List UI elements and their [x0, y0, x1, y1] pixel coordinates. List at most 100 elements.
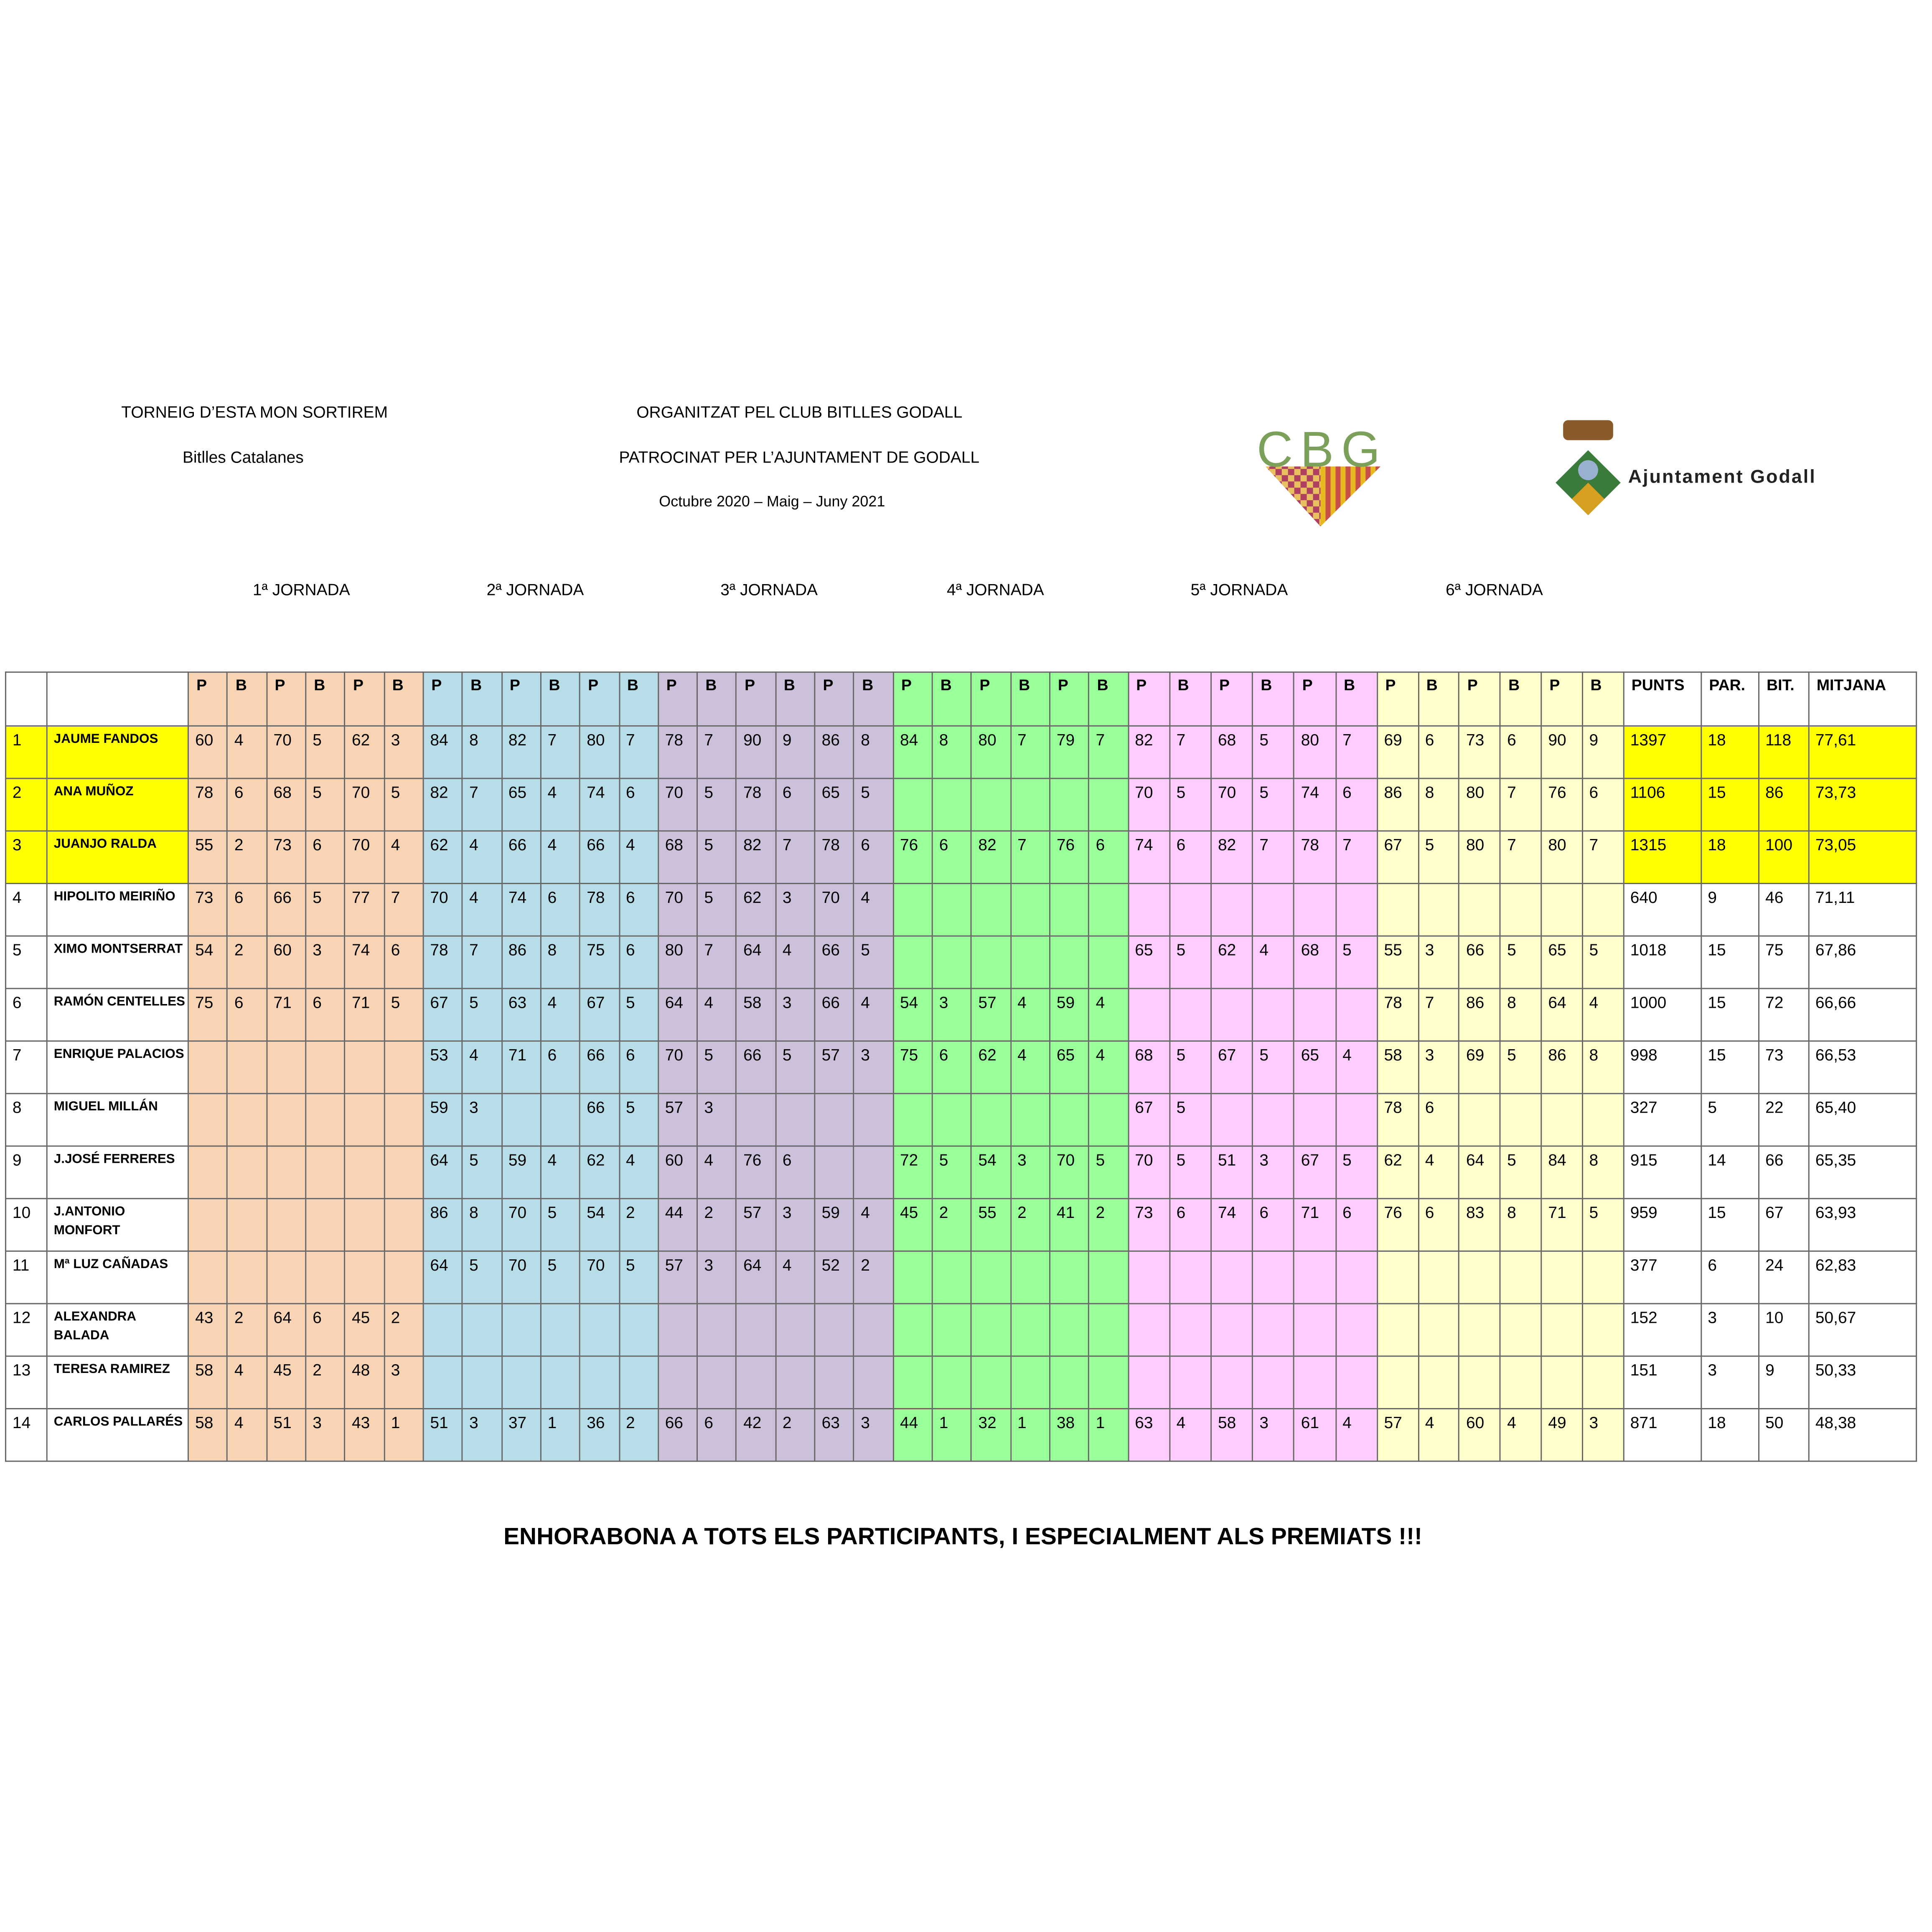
- points-cell-j1: 71: [344, 988, 385, 1042]
- points-cell-j3: 66: [814, 988, 855, 1042]
- points-cell-j4: 72: [892, 1145, 933, 1200]
- bitlles-cell-j5: 4: [1169, 1408, 1212, 1462]
- bitlles-cell-j4: 1: [1010, 1408, 1050, 1462]
- header-bitlles-j2: B: [540, 671, 581, 727]
- bitlles-cell-j3: 7: [697, 935, 737, 989]
- row-position: 11: [5, 1250, 48, 1304]
- bitlles-cell-j4: 4: [1010, 1040, 1050, 1094]
- points-cell-j3: 57: [657, 1250, 698, 1304]
- points-cell-j5: [1293, 1303, 1337, 1357]
- points-cell-j5: 78: [1293, 830, 1337, 884]
- bitlles-cell-j1: 6: [226, 988, 267, 1042]
- bitlles-cell-j2: 4: [540, 778, 581, 832]
- bitlles-cell-j3: 4: [853, 882, 894, 937]
- bitlles-cell-j1: 6: [226, 778, 267, 832]
- mitjana-cell: 71,11: [1807, 882, 1917, 937]
- points-cell-j5: 82: [1210, 830, 1253, 884]
- bitlles-cell-j6: 7: [1581, 830, 1624, 884]
- bitlles-cell-j2: 4: [540, 988, 581, 1042]
- points-cell-j4: 59: [1049, 988, 1090, 1042]
- bitlles-cell-j4: 2: [1088, 1198, 1129, 1252]
- bitlles-cell-j1: [305, 1040, 346, 1094]
- bitlles-cell-j4: 6: [931, 830, 972, 884]
- bitlles-cell-j1: 5: [305, 725, 346, 779]
- points-cell-j2: [501, 1303, 541, 1357]
- bit-cell: 24: [1758, 1250, 1809, 1304]
- points-cell-j5: [1210, 1355, 1253, 1409]
- bitlles-cell-j5: 7: [1335, 725, 1378, 779]
- points-cell-j3: [814, 1303, 855, 1357]
- organizer-text: ORGANITZAT PEL CLUB BITLLES GODALL: [636, 402, 963, 422]
- points-cell-j3: 66: [736, 1040, 776, 1094]
- points-cell-j3: [814, 1355, 855, 1409]
- bit-cell: 72: [1758, 988, 1809, 1042]
- points-cell-j3: 68: [657, 830, 698, 884]
- row-position: 5: [5, 935, 48, 989]
- points-cell-j3: 52: [814, 1250, 855, 1304]
- bitlles-cell-j6: 5: [1500, 1145, 1542, 1200]
- points-cell-j5: 68: [1293, 935, 1337, 989]
- points-cell-j6: 58: [1376, 1040, 1419, 1094]
- mitjana-cell: 65,40: [1807, 1093, 1917, 1147]
- header-bitlles-j1: B: [226, 671, 267, 727]
- points-cell-j6: [1541, 1093, 1583, 1147]
- points-cell-j6: 80: [1458, 778, 1501, 832]
- punts-cell: 152: [1622, 1303, 1702, 1357]
- points-cell-j6: 65: [1541, 935, 1583, 989]
- points-cell-j5: 51: [1210, 1145, 1253, 1200]
- points-cell-j2: 67: [422, 988, 463, 1042]
- jornada-label-6: 6ª JORNADA: [1446, 580, 1543, 599]
- bitlles-cell-j2: 7: [540, 725, 581, 779]
- bitlles-cell-j6: [1500, 1093, 1542, 1147]
- tournament-title: TORNEIG D’ESTA MON SORTIREM: [121, 402, 388, 422]
- table-row: 5 XIMO MONTSERRAT 54 2 60 3 74 6 78 7 86 8 75 6 80 7 64 4…: [5, 935, 1917, 989]
- points-cell-j4: 76: [1049, 830, 1090, 884]
- mitjana-cell: 67,86: [1807, 935, 1917, 989]
- bitlles-cell-j2: 5: [618, 1250, 659, 1304]
- bitlles-cell-j2: 5: [618, 1093, 659, 1147]
- bitlles-cell-j4: [931, 1303, 972, 1357]
- bitlles-cell-j5: 5: [1169, 778, 1212, 832]
- par-cell: 15: [1700, 935, 1759, 989]
- jornada-label-1: 1ª JORNADA: [252, 580, 350, 599]
- points-cell-j6: [1458, 882, 1501, 937]
- points-cell-j1: [344, 1145, 385, 1200]
- bitlles-cell-j3: 5: [697, 830, 737, 884]
- bitlles-cell-j1: 7: [383, 882, 424, 937]
- points-cell-j2: 82: [501, 725, 541, 779]
- header-bitlles-j1: B: [305, 671, 346, 727]
- bitlles-cell-j6: 5: [1581, 1198, 1624, 1252]
- bitlles-cell-j6: 4: [1417, 1145, 1460, 1200]
- bitlles-cell-j6: 6: [1417, 725, 1460, 779]
- punts-cell: 1018: [1622, 935, 1702, 989]
- points-cell-j4: 54: [892, 988, 933, 1042]
- bitlles-cell-j5: 5: [1335, 935, 1378, 989]
- bitlles-cell-j1: [226, 1040, 267, 1094]
- points-cell-j3: 66: [814, 935, 855, 989]
- bitlles-cell-j3: [697, 1303, 737, 1357]
- bitlles-cell-j3: 3: [853, 1408, 894, 1462]
- table-header-row: P B P B P B P B P B P B P B P B P B P B P B P B P B P B P B P B P B P B PUNT…: [5, 671, 1917, 727]
- points-cell-j3: 70: [814, 882, 855, 937]
- points-cell-j4: 76: [892, 830, 933, 884]
- player-name: JUANJO RALDA: [46, 830, 189, 884]
- bitlles-cell-j3: [853, 1145, 894, 1200]
- points-cell-j4: [971, 1303, 1012, 1357]
- points-cell-j6: 71: [1541, 1198, 1583, 1252]
- punts-cell: 640: [1622, 882, 1702, 937]
- points-cell-j1: [188, 1198, 228, 1252]
- points-cell-j2: 53: [422, 1040, 463, 1094]
- bitlles-cell-j4: [1010, 778, 1050, 832]
- points-cell-j2: 54: [579, 1198, 620, 1252]
- bitlles-cell-j4: 1: [1088, 1408, 1129, 1462]
- bitlles-cell-j2: 3: [462, 1408, 502, 1462]
- points-cell-j1: 68: [266, 778, 307, 832]
- points-cell-j2: [501, 1093, 541, 1147]
- bitlles-cell-j5: 5: [1169, 1093, 1212, 1147]
- points-cell-j5: [1127, 988, 1170, 1042]
- points-cell-j5: 67: [1127, 1093, 1170, 1147]
- header-punts: PUNTS: [1622, 671, 1702, 727]
- svg-text:CBG: CBG: [1257, 422, 1388, 477]
- par-cell: 3: [1700, 1303, 1759, 1357]
